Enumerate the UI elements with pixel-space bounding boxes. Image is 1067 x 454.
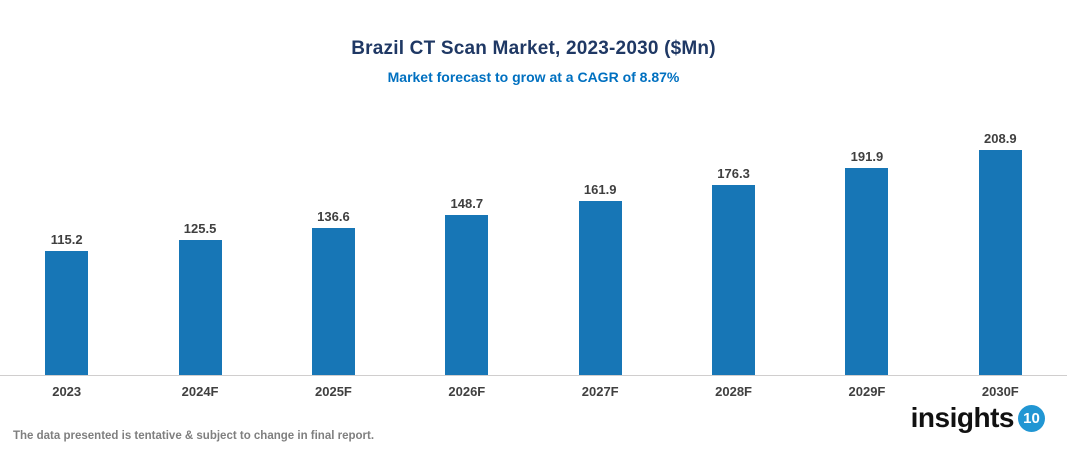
bar [45,251,89,375]
bar-value-label: 161.9 [583,182,617,197]
bar-value-label: 191.9 [850,149,884,164]
x-axis-label: 2029F [848,384,886,399]
bar-group: 208.9 [934,131,1067,375]
bar-group: 148.7 [400,196,533,375]
bar-group: 136.6 [267,209,400,375]
bar-group: 161.9 [534,182,667,375]
x-axis-label: 2030F [981,384,1019,399]
x-axis-line [0,375,1067,376]
insights10-logo: insights 10 [911,402,1045,434]
disclaimer-note: The data presented is tentative & subjec… [13,430,375,442]
bar-group: 115.2 [0,232,133,375]
x-axis-label: 2023 [52,384,82,399]
bar [845,168,889,375]
chart-title: Brazil CT Scan Market, 2023-2030 ($Mn) [351,38,716,59]
bar-value-label: 176.3 [717,166,750,181]
x-axis-label: 2027F [581,384,619,399]
bar-value-label: 148.7 [450,196,484,211]
bar [712,185,756,375]
x-axis-label: 2028F [715,384,752,399]
bar-group: 191.9 [800,149,933,375]
bar [578,201,622,375]
bar-value-label: 125.5 [183,221,217,236]
bar-value-label: 115.2 [50,232,83,247]
x-axis-label: 2024F [181,384,219,399]
bar-group: 125.5 [133,221,266,375]
logo-badge: 10 [1018,404,1045,432]
bar-value-label: 208.9 [984,131,1017,146]
bar [445,215,489,375]
logo-text: insights [910,402,1015,433]
bar-group: 176.3 [667,166,800,375]
bar [178,240,222,375]
bar [311,228,355,375]
plot-area: 115.2 125.5 136.6 148.7 161.9 176.3 191.9 208.9 [0,130,1067,375]
chart-subtitle: Market forecast to grow at a CAGR of 8.8… [387,69,680,85]
x-axis-label: 2025F [315,384,352,399]
bar-chart: 115.2 125.5 136.6 148.7 161.9 176.3 191.9 208.9… [0,130,1067,399]
x-axis-labels: 2023 2024F 2025F 2026F 2027F 2028F 2029F 2030F [0,376,1067,399]
x-axis-label: 2026F [448,384,486,399]
bar [978,150,1022,375]
bar-value-label: 136.6 [317,209,350,224]
chart-header: Brazil CT Scan Market, 2023-2030 ($Mn) M… [0,38,1067,85]
